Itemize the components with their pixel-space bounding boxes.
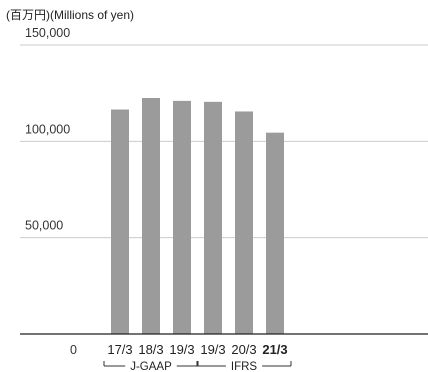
x-axis-ticks: 17/3 18/3 19/3 19/3 20/3 21/3 (107, 342, 287, 357)
gridlines (20, 44, 428, 239)
bar (235, 111, 253, 334)
x-tick-label: 19/3 (200, 342, 225, 357)
group-label: J-GAAP (130, 361, 172, 372)
y-tick-label: 150,000 (25, 26, 70, 40)
bar (142, 97, 160, 334)
x-tick-label: 20/3 (231, 342, 256, 357)
bar (111, 109, 129, 334)
y-tick-label: 50,000 (25, 219, 63, 233)
y-axis-ticks: 0 50,000 100,000 150,000 (25, 26, 77, 357)
x-tick-label: 21/3 (262, 342, 287, 357)
bar (173, 100, 191, 334)
bars (111, 97, 284, 334)
x-tick-label: 17/3 (107, 342, 132, 357)
bar (204, 101, 222, 334)
unit-label: (百万円)(Millions of yen) (6, 8, 135, 22)
accounting-standard-groups: J-GAAP IFRS (103, 361, 292, 372)
y-tick-label: 100,000 (25, 122, 70, 136)
x-tick-label: 18/3 (138, 342, 163, 357)
x-tick-label: 19/3 (169, 342, 194, 357)
group-label: IFRS (231, 361, 258, 372)
bar (266, 132, 284, 334)
y-tick-label: 0 (70, 343, 77, 357)
